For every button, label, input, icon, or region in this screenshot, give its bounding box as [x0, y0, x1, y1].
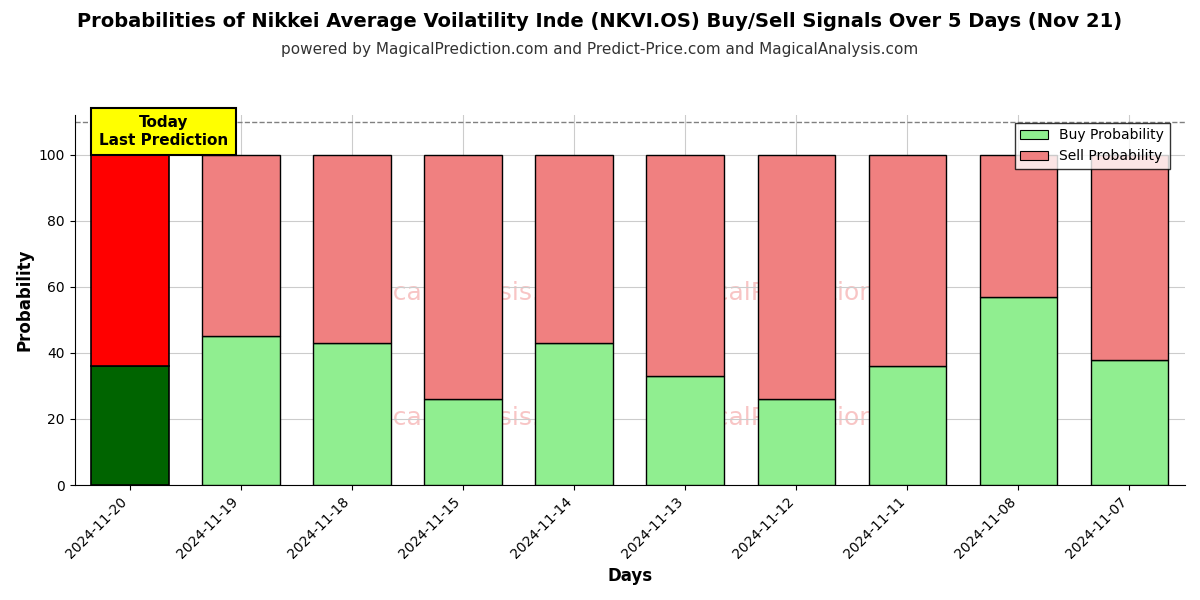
- X-axis label: Days: Days: [607, 567, 653, 585]
- Bar: [1091, 359, 1169, 485]
- Bar: [757, 155, 835, 399]
- Bar: [91, 155, 169, 366]
- Bar: [979, 297, 1057, 485]
- Text: MagicalAnalysis.com: MagicalAnalysis.com: [334, 406, 594, 430]
- Bar: [1091, 155, 1169, 359]
- Bar: [979, 155, 1057, 297]
- Bar: [425, 399, 502, 485]
- Bar: [647, 376, 725, 485]
- Bar: [869, 366, 947, 485]
- Bar: [203, 337, 280, 485]
- Bar: [313, 343, 391, 485]
- Text: MagicalPrediction.com: MagicalPrediction.com: [655, 281, 937, 305]
- Bar: [425, 155, 502, 399]
- Bar: [91, 366, 169, 485]
- Text: powered by MagicalPrediction.com and Predict-Price.com and MagicalAnalysis.com: powered by MagicalPrediction.com and Pre…: [281, 42, 919, 57]
- Bar: [535, 155, 613, 343]
- Bar: [869, 155, 947, 366]
- Text: Today
Last Prediction: Today Last Prediction: [98, 115, 228, 148]
- Bar: [203, 155, 280, 337]
- Text: MagicalPrediction.com: MagicalPrediction.com: [655, 406, 937, 430]
- Bar: [313, 155, 391, 343]
- Bar: [647, 155, 725, 376]
- Text: Probabilities of Nikkei Average Voilatility Inde (NKVI.OS) Buy/Sell Signals Over: Probabilities of Nikkei Average Voilatil…: [78, 12, 1122, 31]
- Bar: [757, 399, 835, 485]
- Bar: [535, 343, 613, 485]
- Y-axis label: Probability: Probability: [16, 249, 34, 351]
- Text: MagicalAnalysis.com: MagicalAnalysis.com: [334, 281, 594, 305]
- Legend: Buy Probability, Sell Probability: Buy Probability, Sell Probability: [1015, 123, 1170, 169]
